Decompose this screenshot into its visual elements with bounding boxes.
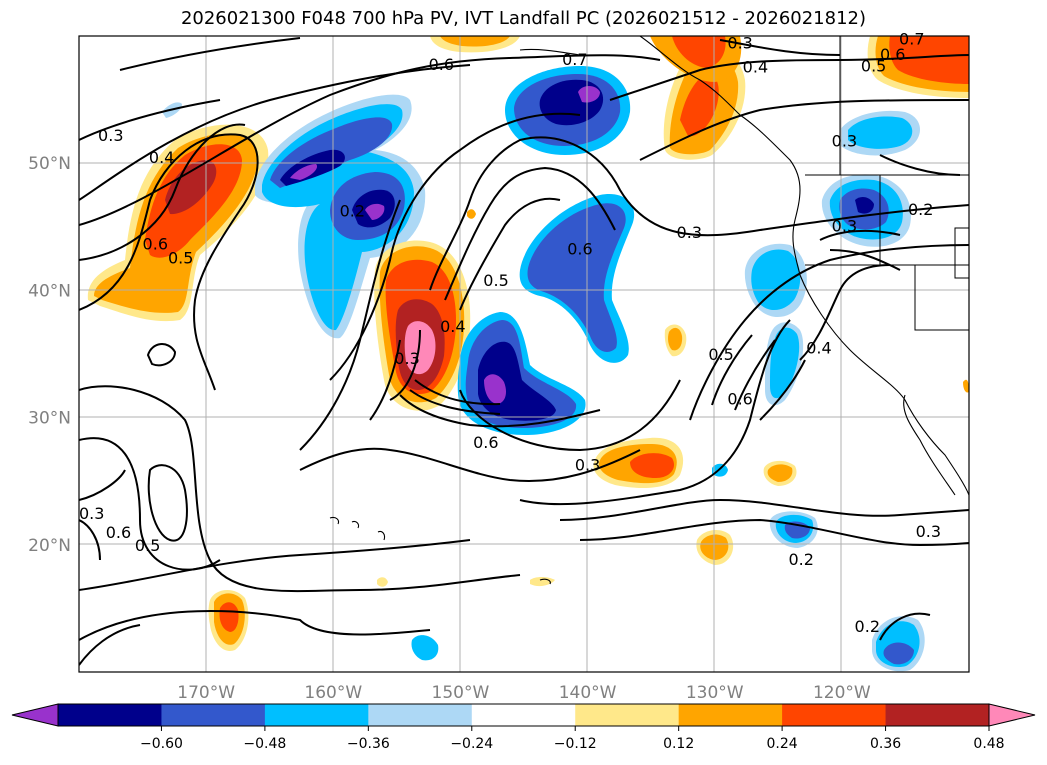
colorbar-tick-label: 0.12 — [663, 736, 694, 752]
contour-label: 0.3 — [677, 223, 702, 242]
pv-positive-north-edge-4 — [672, 36, 726, 68]
colorbar-extend-low — [11, 703, 59, 727]
pv-positive-northeast-corner — [867, 36, 969, 98]
longitude-label: 170°W — [177, 683, 235, 703]
gridlines — [79, 36, 969, 672]
pv-negative-east — [519, 194, 635, 363]
colorbar-segment — [575, 704, 680, 726]
longitude-label: 150°W — [432, 683, 490, 703]
contour-label: 0.3 — [575, 456, 600, 475]
map-plot-area: 0.6 0.70.30.40.70.60.50.30.40.20.60.50.50… — [78, 30, 970, 673]
contour-label: 0.4 — [440, 317, 465, 336]
contour-label: 0.7 — [562, 50, 587, 69]
pv-shading — [87, 36, 969, 672]
pv-negative-northeast — [821, 110, 920, 247]
contour-label: 0.3 — [727, 33, 752, 52]
latitude-label: 40°N — [28, 281, 71, 301]
contour-label: 0.6 — [880, 45, 905, 64]
colorbar-segment — [368, 704, 473, 726]
contour-label: 0.3 — [394, 349, 419, 368]
ivt-contours — [79, 37, 969, 666]
longitude-labels: 170°W 160°W 150°W 140°W 130°W 120°W — [177, 683, 871, 703]
colorbar-tick-label: −0.60 — [140, 736, 183, 752]
latitude-label: 20°N — [28, 536, 71, 556]
contour-label: 0.5 — [168, 248, 193, 267]
longitude-label: 120°W — [813, 683, 871, 703]
contour-label: 0.3 — [916, 522, 941, 541]
contour-label: 0.2 — [908, 200, 933, 219]
latitude-labels: 50°N 40°N 30°N 20°N — [28, 154, 71, 556]
pv-negative-northwest — [255, 94, 426, 339]
borders — [805, 36, 969, 331]
colorbar-extend-high — [988, 703, 1036, 727]
contour-label: 0.3 — [832, 217, 857, 236]
contour-label: 0.7 — [899, 30, 924, 49]
colorbar-tick-label: −0.36 — [347, 736, 390, 752]
contour-label: 0.4 — [806, 339, 831, 358]
longitude-label: 160°W — [304, 683, 362, 703]
contour-label: 0.5 — [708, 345, 733, 364]
contour-label: 0.5 — [135, 536, 160, 555]
contour-label: 0.2 — [855, 617, 880, 636]
pv-positive-north-edge-2 — [440, 36, 510, 47]
colorbar-tick-label: −0.48 — [243, 736, 286, 752]
contour-label: 0.2 — [788, 550, 813, 569]
contour-labels: 0.6 0.70.30.40.70.60.50.30.40.20.60.50.50… — [79, 30, 941, 637]
contour-label: 0.4 — [149, 148, 174, 167]
contour-label: 0.5 — [483, 271, 508, 290]
colorbar: −0.60 −0.48 −0.36 −0.24 −0.12 0.12 0.24 0.36 0.4… — [11, 703, 1036, 752]
colorbar-segment — [782, 704, 887, 726]
latitude-label: 30°N — [28, 409, 71, 429]
contour-label: 0.3 — [79, 504, 104, 523]
pv-negative-california — [744, 243, 807, 406]
colorbar-segment — [678, 704, 783, 726]
map-frame — [78, 35, 970, 673]
colorbar-tick-label: −0.24 — [450, 736, 493, 752]
colorbar-segment — [58, 704, 162, 726]
colorbar-tick-label: −0.12 — [554, 736, 597, 752]
contour-label: 0.4 — [743, 58, 768, 77]
colorbar-tick-label: 0.36 — [870, 736, 901, 752]
pv-positive-subtropical — [208, 209, 969, 651]
contour-label: 0.6 — [567, 239, 592, 258]
contour-label: 0.6 — [429, 55, 454, 74]
colorbar-segment — [264, 704, 369, 726]
pv-positive-west — [87, 124, 269, 322]
contour-label: 0.6 — [106, 523, 131, 542]
colorbar-segment — [161, 704, 266, 726]
contour-label: 0.3 — [98, 126, 123, 145]
pv-negative-small — [411, 463, 925, 672]
colorbar-frame — [57, 703, 990, 727]
longitude-label: 130°W — [686, 683, 744, 703]
contour-label: 0.6 — [727, 390, 752, 409]
contour-label: 0.5 — [861, 56, 886, 75]
coastlines — [329, 36, 969, 585]
colorbar-segment — [885, 704, 990, 726]
colorbar-tick-label: 0.48 — [973, 736, 1004, 752]
contour-label: 0.3 — [832, 131, 857, 150]
longitude-label: 140°W — [559, 683, 617, 703]
contour-label: 0.6 — [473, 433, 498, 452]
latitude-label: 50°N — [28, 154, 71, 174]
colorbar-tick-label: 0.24 — [767, 736, 798, 752]
contour-label: 0.2 — [340, 201, 365, 220]
map-title: 2026021300 F048 700 hPa PV, IVT Landfall… — [180, 8, 867, 29]
colorbar-segment — [471, 704, 576, 726]
contour-label: 0.6 — [143, 234, 168, 253]
pv-positive-central — [374, 240, 471, 411]
